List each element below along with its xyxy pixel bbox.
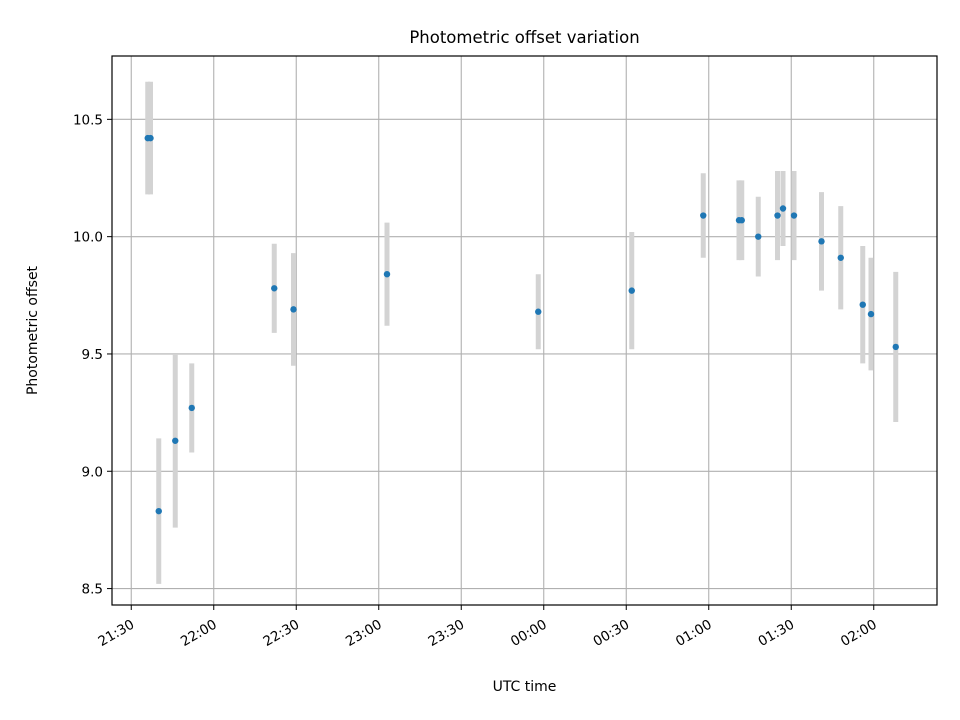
data-point (188, 404, 195, 412)
data-point (155, 507, 162, 515)
data-point (628, 287, 635, 294)
x-tick-label: 21:30 (96, 617, 138, 650)
data-point (290, 306, 297, 313)
chart-title: Photometric offset variation (409, 28, 639, 47)
y-tick-label: 9.5 (82, 347, 103, 363)
y-tick-label: 10.5 (73, 112, 103, 128)
data-point (837, 254, 844, 261)
y-tick-label: 8.5 (82, 582, 103, 598)
data-point (755, 233, 762, 240)
data-point (859, 301, 866, 308)
data-point (271, 285, 278, 292)
data-point (867, 310, 875, 318)
x-tick-label: 22:00 (178, 617, 220, 650)
x-tick-label: 00:30 (591, 617, 633, 650)
plot-frame (111, 55, 938, 606)
grid (112, 56, 937, 605)
x-tick-label: 23:00 (343, 617, 385, 650)
data-point (892, 343, 899, 351)
x-tick-label: 23:30 (426, 617, 468, 650)
data-point (535, 308, 542, 315)
data-point (774, 212, 781, 219)
data-point (790, 212, 798, 219)
y-axis-ticks: 8.5 9.0 9.5 10.0 10.5 (73, 112, 112, 598)
y-tick-label: 9.0 (82, 464, 103, 480)
x-tick-label: 00:00 (508, 617, 550, 650)
data-point (779, 205, 787, 212)
error-bars (145, 81, 899, 584)
x-axis-ticks: 21:30 22:00 22:30 23:00 23:30 00:00 00:30 01:00… (96, 605, 880, 650)
x-tick-label: 01:30 (756, 617, 798, 650)
x-tick-label: 22:30 (261, 617, 303, 650)
y-tick-label: 10.0 (73, 230, 103, 246)
data-point (700, 212, 707, 219)
x-tick-label: 02:00 (838, 617, 880, 650)
x-axis-label: UTC time (493, 679, 557, 695)
y-axis-label: Photometric offset (25, 265, 41, 395)
data-points (144, 134, 899, 515)
data-point (172, 437, 179, 444)
data-point (818, 238, 825, 245)
x-tick-label: 01:00 (673, 617, 715, 650)
data-point (147, 134, 154, 142)
data-point (383, 270, 391, 278)
data-point (738, 217, 745, 224)
